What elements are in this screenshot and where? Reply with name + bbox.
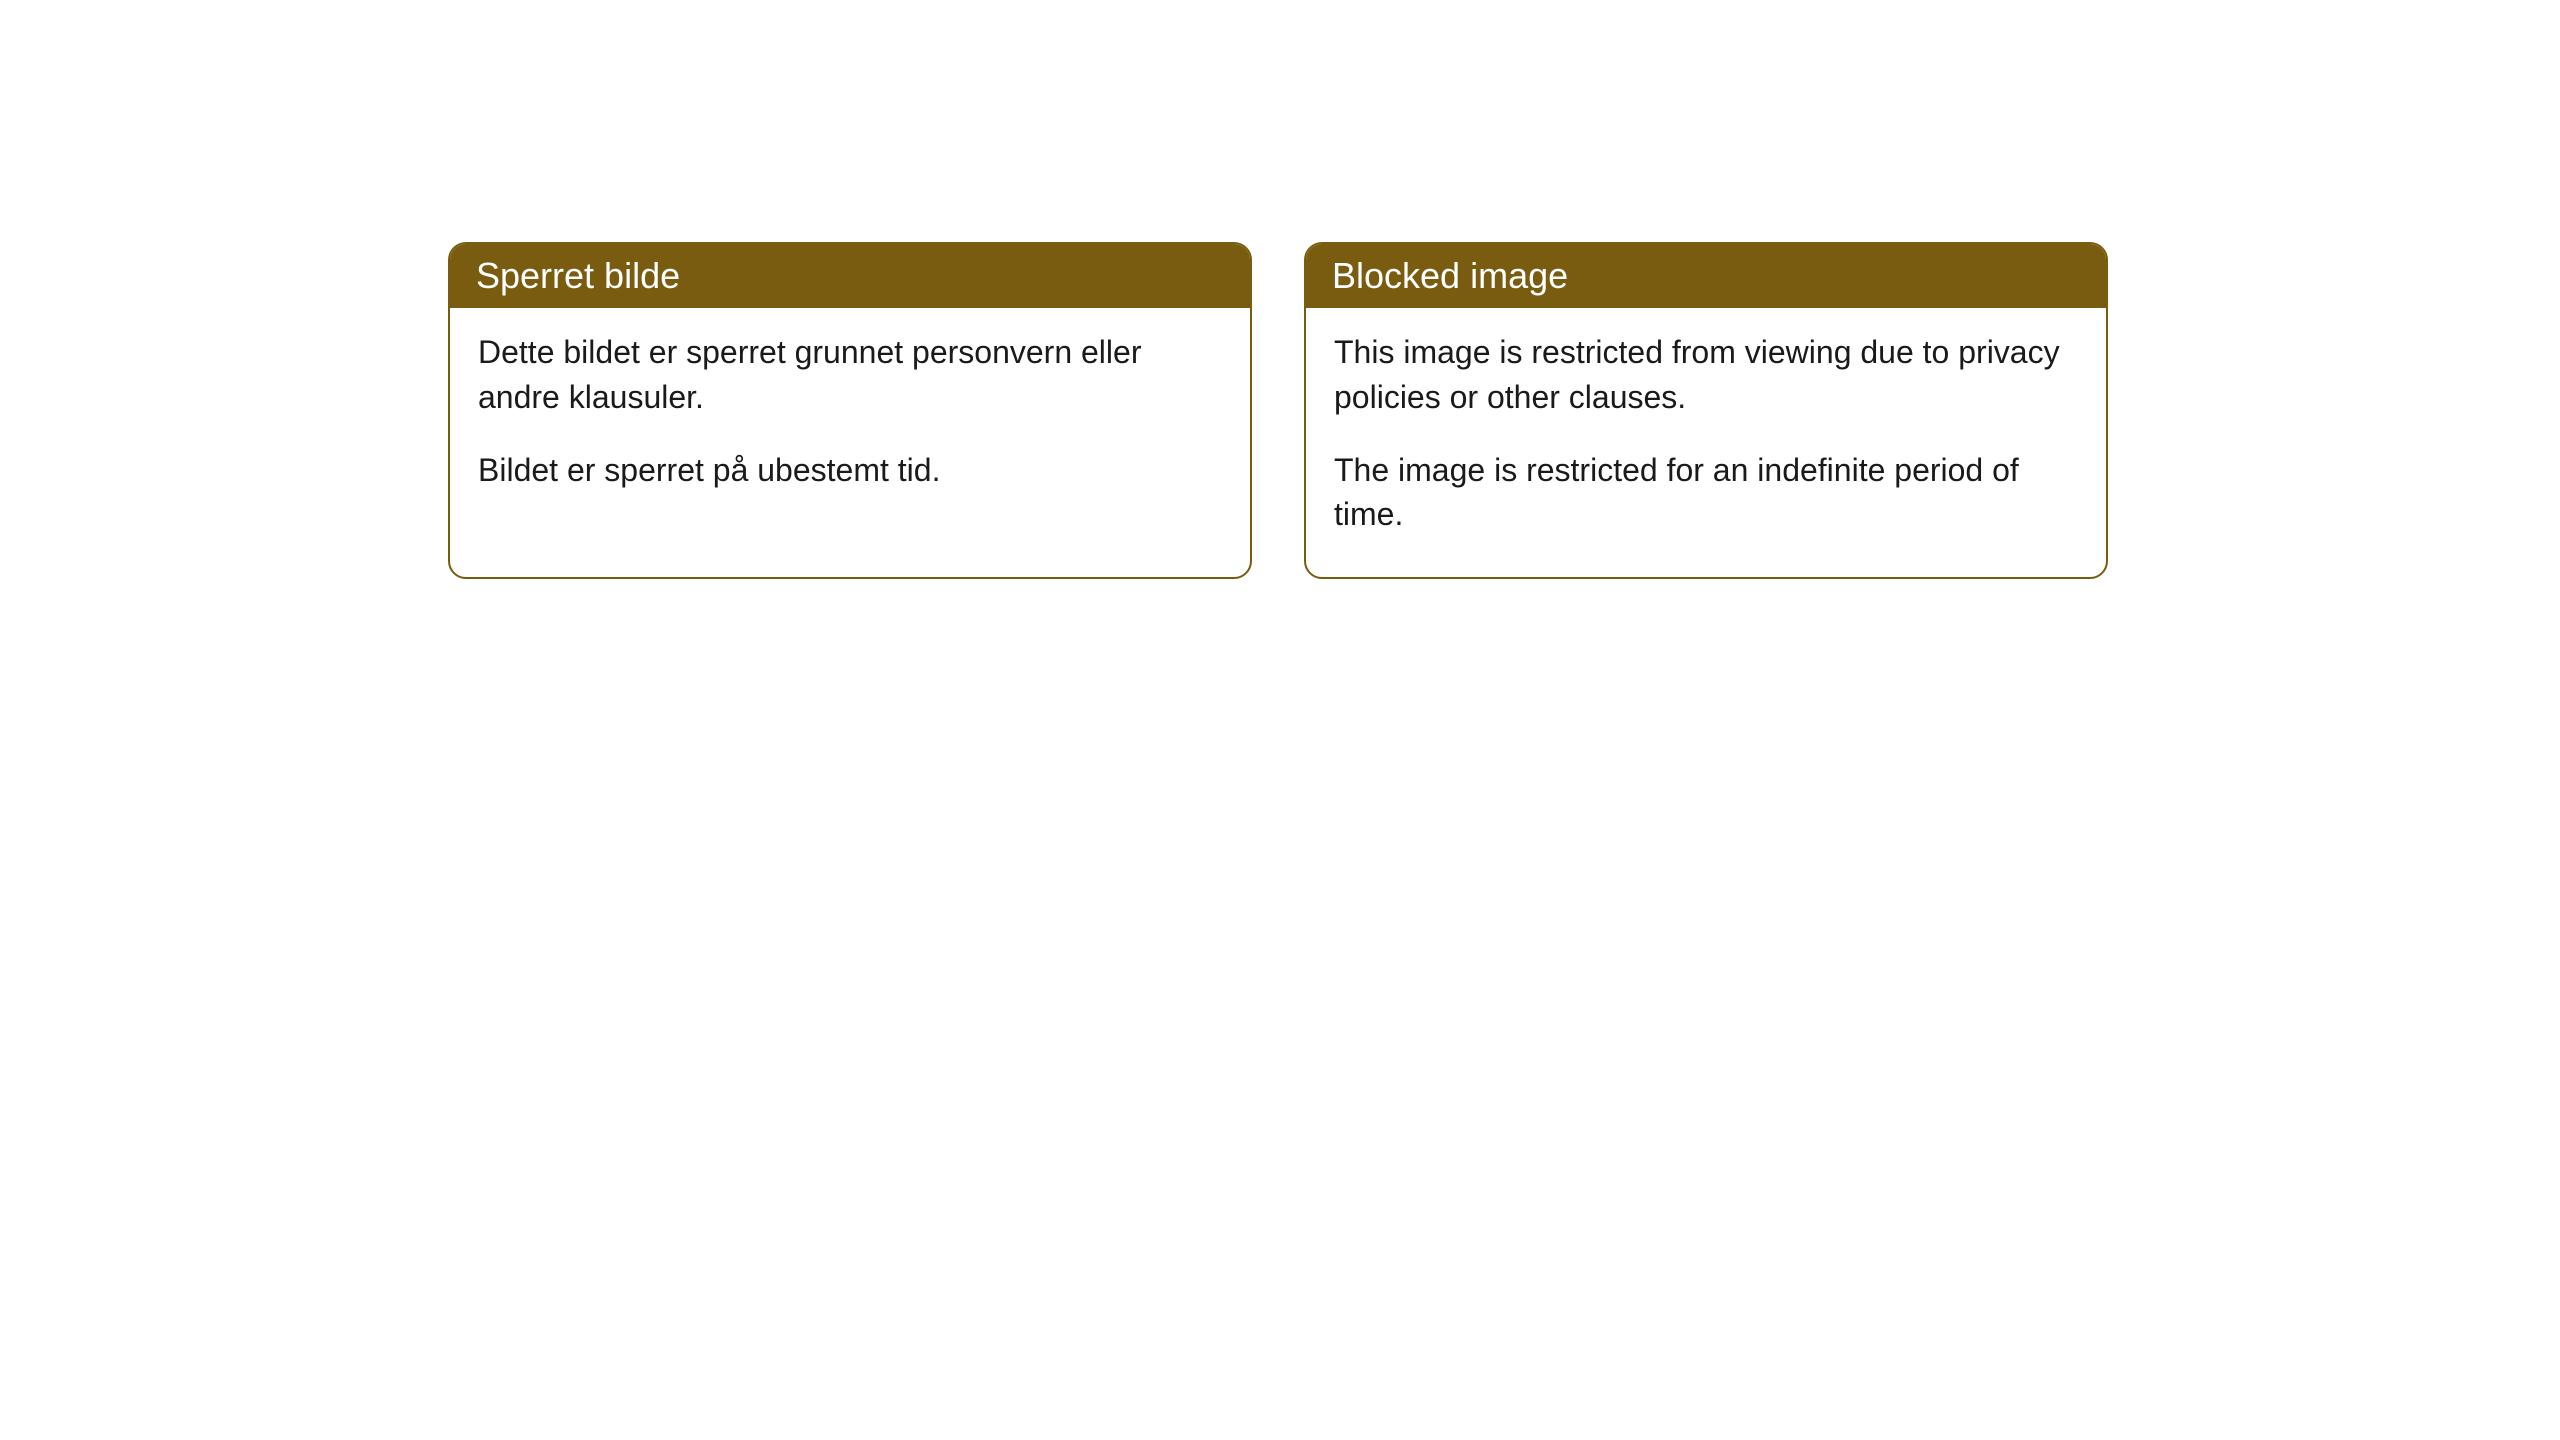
card-paragraph-2-english: The image is restricted for an indefinit… (1334, 448, 2078, 538)
card-paragraph-1-norwegian: Dette bildet er sperret grunnet personve… (478, 330, 1222, 420)
card-english: Blocked image This image is restricted f… (1304, 242, 2108, 579)
card-norwegian: Sperret bilde Dette bildet er sperret gr… (448, 242, 1252, 579)
card-paragraph-2-norwegian: Bildet er sperret på ubestemt tid. (478, 448, 1222, 493)
cards-container: Sperret bilde Dette bildet er sperret gr… (448, 242, 2108, 579)
card-header-english: Blocked image (1306, 244, 2106, 308)
card-body-english: This image is restricted from viewing du… (1306, 308, 2106, 577)
card-paragraph-1-english: This image is restricted from viewing du… (1334, 330, 2078, 420)
card-header-norwegian: Sperret bilde (450, 244, 1250, 308)
card-body-norwegian: Dette bildet er sperret grunnet personve… (450, 308, 1250, 532)
